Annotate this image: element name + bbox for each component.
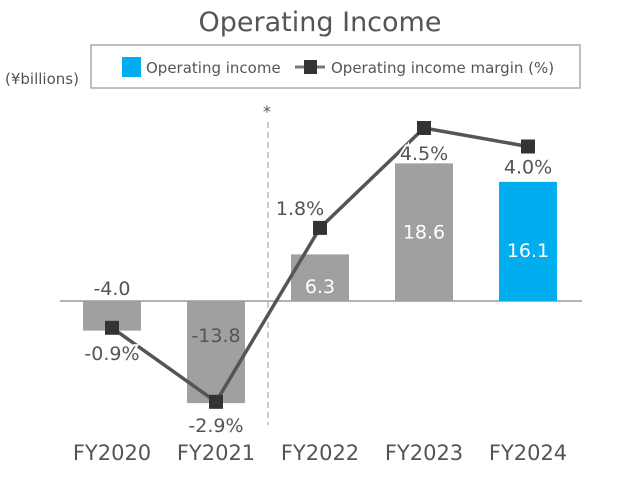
category-label: FY2021 [177,441,255,465]
bar-FY2024 [499,181,557,301]
category-label: FY2020 [73,441,151,465]
legend-swatch-bar [122,57,141,77]
bar-value-label: 16.1 [507,240,549,262]
bar-value-label: -4.0 [93,278,130,300]
bar-value-label: 6.3 [305,276,335,298]
legend-label-line: Operating income margin (%) [331,59,554,77]
margin-marker [209,394,223,409]
annotation-asterisk: * [263,102,271,121]
chart-title: Operating Income [199,7,442,38]
category-label: FY2023 [385,441,463,465]
margin-value-label: 4.5% [400,143,448,165]
margin-marker [417,121,431,135]
margin-value-label: -0.9% [84,343,139,365]
margin-value-label: 4.0% [504,157,552,179]
legend-label-bar: Operating income [146,59,281,77]
legend: Operating income Operating income margin… [90,44,581,89]
margin-value-label: -2.9% [188,415,243,437]
category-label: FY2022 [281,441,359,465]
margin-marker [105,320,119,335]
y-axis-unit-label: (¥billions) [5,70,79,88]
margin-marker [521,139,535,154]
margin-marker [313,220,327,235]
bar-value-label: -13.8 [191,325,240,347]
margin-value-label: 1.8% [276,198,324,220]
category-label: FY2024 [489,441,567,465]
bar-FY2023 [395,163,453,301]
bar-value-label: 18.6 [403,221,445,243]
legend-swatch-line [304,60,317,74]
